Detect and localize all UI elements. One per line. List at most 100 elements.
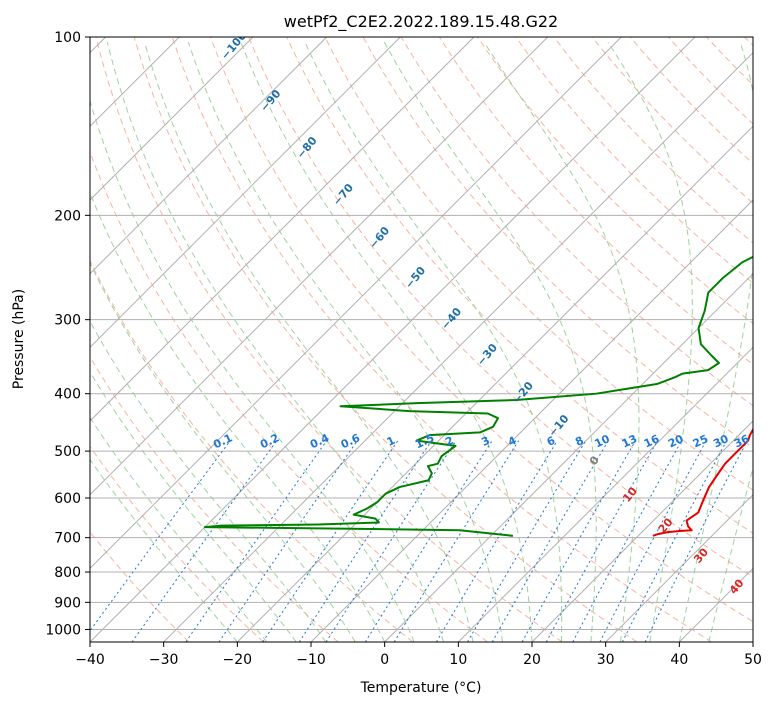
mixing-ratio-label: 1 <box>385 434 397 449</box>
mixing-ratio-line <box>325 440 457 642</box>
moist-adiabat-line <box>90 261 356 642</box>
moist-adiabat-line <box>106 41 445 642</box>
y-tick-label: 300 <box>54 313 81 329</box>
mixing-ratio-line <box>467 440 587 642</box>
mixing-ratio-lines <box>90 440 748 642</box>
mixing-ratio-line <box>131 440 278 642</box>
x-tick-label: 30 <box>597 652 615 668</box>
isotherm-line <box>457 346 753 642</box>
isotherm-line <box>90 37 549 496</box>
y-axis-ticks: 100 200 300 400 500 600 700 800 900 1000 <box>45 30 90 638</box>
dry-adiabat-line <box>744 37 753 47</box>
moist-adiabat-label: 20 <box>656 515 676 535</box>
moist-adiabat-line <box>383 41 597 642</box>
moist-adiabat-line <box>90 99 415 642</box>
mixing-ratio-line <box>262 440 399 642</box>
moist-adiabat-line <box>607 41 693 642</box>
y-tick-label: 200 <box>54 208 81 224</box>
mixing-ratio-label: 0.2 <box>258 431 281 451</box>
x-tick-label: 40 <box>670 652 688 668</box>
moist-adiabat-line <box>90 191 386 642</box>
dry-adiabat-line <box>210 37 753 623</box>
dry-adiabat-line <box>95 37 563 642</box>
dry-adiabat-line <box>171 37 712 642</box>
x-tick-label: −20 <box>223 652 253 668</box>
dry-adiabat-line <box>90 356 339 642</box>
moist-adiabat-line <box>483 41 640 642</box>
isotherm-line <box>90 37 328 275</box>
moist-adiabat-label: −80 <box>294 134 320 161</box>
line-labels: 0.1 0.2 0.4 0.6 1 1.5 2 3 4 6 8 10 13 16 20 25 30 36−100−… <box>211 37 752 597</box>
mixing-ratio-line <box>90 440 231 632</box>
x-tick-label: −30 <box>149 652 179 668</box>
y-tick-label: 100 <box>54 30 81 46</box>
moist-adiabat-label: −70 <box>330 181 356 208</box>
dry-adiabat-line <box>90 531 190 642</box>
dry-adiabat-line <box>90 259 414 642</box>
moist-adiabat-line <box>240 41 533 642</box>
dry-adiabat-line <box>706 37 753 86</box>
x-axis-label: Temperature (°C) <box>360 680 482 696</box>
mixing-ratio-line <box>218 440 358 642</box>
moist-adiabat-line <box>90 320 327 642</box>
moist-adiabat-label: −40 <box>439 305 465 332</box>
plot-area: 0.1 0.2 0.4 0.6 1 1.5 2 3 4 6 8 10 13 16 20 25 30 36−100−… <box>90 37 753 642</box>
isotherm-line <box>163 51 753 642</box>
isotherm-line <box>90 37 475 422</box>
y-tick-label: 800 <box>54 565 81 581</box>
dry-adiabat-line <box>668 37 753 125</box>
dry-adiabats <box>90 37 753 642</box>
isotherm-line <box>531 420 753 642</box>
moist-adiabat-line <box>90 458 238 642</box>
mixing-ratio-label: 20 <box>666 432 686 450</box>
dry-adiabat-line <box>90 445 264 642</box>
isotherm-line <box>605 493 753 642</box>
isotherm-line <box>90 37 401 349</box>
isotherm-line <box>752 641 753 642</box>
dewpoint-profile-line <box>203 255 753 537</box>
mixing-ratio-label: 0.6 <box>339 431 362 451</box>
mixing-ratio-label: 25 <box>691 432 710 450</box>
x-tick-label: 0 <box>380 652 389 668</box>
mixing-ratio-line <box>364 440 493 642</box>
mixing-ratio-line <box>435 440 558 642</box>
x-tick-label: −40 <box>75 652 105 668</box>
dry-adiabat-line <box>591 37 753 204</box>
dry-adiabat-line <box>515 37 753 284</box>
dry-adiabat-line <box>90 150 488 642</box>
y-tick-label: 400 <box>54 387 81 403</box>
chart-title: wetPf2_C2E2.2022.189.15.48.G22 <box>284 12 558 32</box>
mixing-ratio-label: 16 <box>642 432 662 450</box>
moist-adiabat-label: 30 <box>691 545 711 565</box>
isotherms <box>90 37 753 642</box>
mixing-ratio-label: 0.1 <box>211 431 234 451</box>
moist-adiabat-line <box>678 41 753 642</box>
moist-adiabat-line <box>90 416 268 642</box>
isotherm-line <box>236 125 753 642</box>
mixing-ratio-line <box>572 440 683 642</box>
moist-adiabat-label: −50 <box>402 264 428 291</box>
isotherm-line <box>310 199 753 642</box>
isotherm-line <box>678 567 753 642</box>
x-tick-label: 20 <box>523 652 541 668</box>
dry-adiabat-line <box>248 37 753 578</box>
mixing-ratio-line <box>545 440 659 642</box>
mixing-ratio-label: 0.4 <box>308 431 331 451</box>
mixing-ratio-label: 36 <box>732 432 752 450</box>
moist-adiabat-label: −60 <box>367 224 393 251</box>
dry-adiabat-line <box>324 37 753 491</box>
mixing-ratio-line <box>393 440 520 642</box>
dry-adiabat-line <box>553 37 753 244</box>
mixing-ratio-line <box>644 440 748 642</box>
mixing-ratio-label: 8 <box>573 434 585 449</box>
temperature-profile-line <box>652 427 753 537</box>
x-tick-label: 50 <box>744 652 762 668</box>
moist-adiabat-label: 40 <box>727 576 747 596</box>
moist-adiabat-label: −10 <box>546 412 572 439</box>
mixing-ratio-label: 13 <box>620 432 639 450</box>
y-tick-label: 500 <box>54 444 81 460</box>
dry-adiabat-line <box>400 37 753 407</box>
isotherm-line <box>90 37 254 201</box>
moist-adiabat-label: −20 <box>510 379 536 406</box>
